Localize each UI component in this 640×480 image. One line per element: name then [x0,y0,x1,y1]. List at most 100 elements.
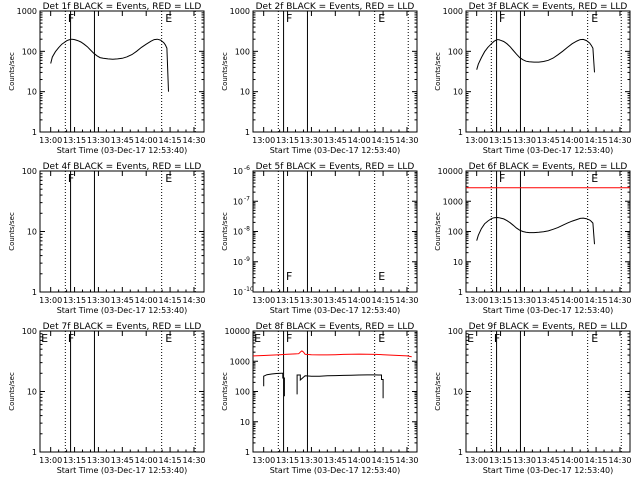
panel-title: Det 9f BLACK = Events, RED = LLD [469,322,628,332]
x-tick-label: 14:30 [608,456,631,465]
marker-e: E [41,332,48,345]
plot-frame [252,170,418,293]
marker-f: F [68,12,74,25]
x-tick-label: 13:15 [489,136,512,145]
plot-frame [465,10,631,133]
x-tick-label: 14:30 [395,456,418,465]
marker-f: F [68,172,74,185]
y-tick-label: 10 [240,418,250,427]
x-tick-label: 14:00 [348,456,371,465]
plot-frame [465,170,631,293]
marker-f: F [68,332,74,345]
detector-panel-9: Det 9f BLACK = Events, RED = LLD 13:00 13:… [434,322,632,475]
x-axis-label: Start Time (03-Dec-17 12:53:40) [270,466,401,475]
events-series-line [50,38,169,92]
y-axis-label: Counts/sec [221,52,229,91]
panel-title: Det 5f BLACK = Events, RED = LLD [256,162,415,172]
y-tick-label: 1000 [230,357,250,366]
x-tick-label: 14:15 [372,296,395,305]
y-tick-label: 10 [453,88,463,97]
x-tick-label: 13:30 [300,296,323,305]
x-tick-label: 13:45 [111,136,134,145]
x-tick-label: 13:30 [300,456,323,465]
x-tick-label: 13:15 [63,136,86,145]
x-tick-label: 14:00 [561,296,584,305]
y-tick-exponent: -6 [244,165,250,172]
plot-frame [465,330,631,453]
panel-title: Det 7f BLACK = Events, RED = LLD [43,322,202,332]
x-tick-label: 13:15 [489,296,512,305]
marker-f: F [286,12,292,25]
x-tick-label: 14:30 [182,136,205,145]
plot-frame [39,330,205,453]
panel-title: Det 8f BLACK = Events, RED = LLD [256,322,415,332]
y-axis-label: Counts/sec [221,212,229,251]
events-series-line [476,38,595,73]
y-tick-label: 1000 [17,7,37,16]
x-tick-label: 13:00 [465,136,488,145]
x-tick-label: 14:15 [372,136,395,145]
x-tick-label: 13:45 [537,136,560,145]
marker-e: E [467,332,474,345]
x-tick-label: 14:00 [561,136,584,145]
y-tick-label: 1 [32,288,37,297]
x-tick-label: 13:30 [87,296,110,305]
y-axis-label: Counts/sec [221,372,229,411]
y-tick-label: 1000 [443,7,463,16]
marker-e: E [591,12,598,25]
x-axis-label: Start Time (03-Dec-17 12:53:40) [57,466,188,475]
panel-title: Det 3f BLACK = Events, RED = LLD [469,2,628,12]
marker-f: F [499,12,505,25]
y-tick-label: 100 [235,47,250,56]
marker-e: E [591,332,598,345]
y-tick-label: 1 [458,288,463,297]
y-tick-label: 100 [448,228,463,237]
x-tick-label: 14:30 [608,136,631,145]
marker-e: E [254,332,261,345]
y-tick-label: 100 [448,47,463,56]
y-tick-label: 1000 [230,7,250,16]
y-tick-label: 1000 [443,197,463,206]
panel-title: Det 1f BLACK = Events, RED = LLD [43,2,202,12]
x-axis-label: Start Time (03-Dec-17 12:53:40) [483,466,614,475]
marker-e: E [165,12,172,25]
marker-f: F [494,332,500,345]
events-series-line [296,374,384,399]
x-tick-label: 14:00 [348,136,371,145]
x-tick-label: 13:30 [87,456,110,465]
x-tick-label: 13:00 [465,456,488,465]
y-tick-label: 10 [233,197,243,206]
x-tick-label: 13:00 [39,136,62,145]
x-tick-label: 13:00 [252,456,275,465]
x-tick-label: 14:00 [135,136,158,145]
x-tick-label: 13:30 [300,136,323,145]
y-tick-label: 100 [22,327,37,336]
x-tick-label: 13:45 [111,296,134,305]
x-tick-label: 14:15 [372,456,395,465]
x-tick-label: 13:45 [324,296,347,305]
y-tick-label: 1 [32,448,37,457]
y-axis-label: Counts/sec [434,372,442,411]
marker-e: E [165,332,172,345]
y-tick-label: 1 [458,128,463,137]
events-series-line [476,216,595,245]
x-tick-label: 14:00 [348,296,371,305]
y-tick-exponent: -7 [244,195,250,202]
x-tick-label: 14:15 [585,296,608,305]
marker-e: E [165,172,172,185]
marker-e: E [378,270,385,283]
x-tick-label: 14:15 [585,136,608,145]
x-tick-label: 13:30 [513,456,536,465]
y-tick-label: 100 [448,327,463,336]
x-tick-label: 13:30 [513,136,536,145]
lld-series-line [252,350,412,358]
x-tick-label: 13:15 [63,456,86,465]
y-tick-label: 10 [27,228,37,237]
plot-frame [252,330,418,453]
x-tick-label: 13:45 [537,296,560,305]
